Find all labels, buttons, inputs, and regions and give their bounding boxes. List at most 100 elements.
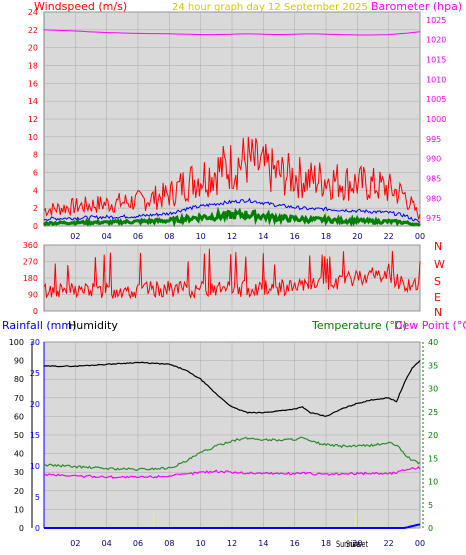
baro-tick-label: 990	[426, 155, 441, 164]
compass-w: W	[434, 258, 445, 271]
lower-x-tick-label: 10	[196, 539, 206, 548]
wind-average-line	[43, 197, 421, 223]
rain-tick-label: 30	[30, 338, 40, 347]
humidity-tick-label: 10	[14, 505, 24, 514]
humidity-title: Humidity	[68, 319, 118, 332]
humidity-tick-label: 0	[19, 524, 24, 533]
rain-tick-label: 10	[30, 462, 40, 471]
lower-x-tick-label: 20	[352, 539, 362, 548]
wind-tick-label: 6	[33, 169, 38, 178]
baro-tick-label: 995	[426, 135, 441, 144]
temperature-tick-label: 15	[428, 454, 438, 463]
baro-tick-label: 1020	[426, 36, 446, 45]
wind-x-tick-label: 10	[196, 232, 206, 241]
wind-tick-label: 22	[28, 26, 38, 35]
lower-x-tick-label: 22	[384, 539, 394, 548]
lower-x-tick-label: 02	[70, 539, 80, 548]
compass-s: S	[434, 275, 441, 288]
rain-tick-label: 0	[35, 524, 40, 533]
dewpoint-line	[43, 466, 421, 479]
wind-x-tick-label: 12	[227, 232, 237, 241]
wind-x-tick-label: 22	[384, 232, 394, 241]
sunrise-label: Sunrise	[336, 540, 360, 550]
humidity-tick-label: 40	[14, 450, 24, 459]
graph-title: 24 hour graph day 12 September 2025	[172, 2, 368, 13]
humidity-tick-label: 20	[14, 487, 24, 496]
wind-x-tick-label: 20	[352, 232, 362, 241]
wind-gust-line	[43, 136, 421, 220]
rain-tick-label: 15	[30, 431, 40, 440]
dewpoint-title: Dew Point (°C)	[394, 319, 466, 332]
lower-series	[43, 359, 421, 529]
wind-grid	[44, 11, 421, 227]
compass-n-top: N	[434, 240, 442, 253]
direction-panel: 0 90 180 270 360	[23, 241, 421, 316]
lower-x-axis: 02 04 06 08 10 12 14 16 18 20 22 00	[70, 539, 425, 548]
wind-tick-label: 14	[28, 97, 38, 106]
temperature-tick-label: 25	[428, 408, 438, 417]
lower-panel: 0 10 20 30 40 50 60 70 80 90 100 0 5 10 15 20 25 30 0 5 10…	[9, 338, 438, 548]
temperature-tick-label: 5	[428, 501, 433, 510]
wind-tick-label: 18	[28, 62, 38, 71]
humidity-tick-label: 50	[14, 431, 24, 440]
wind-title: Windspeed (m/s)	[34, 0, 127, 13]
temperature-tick-label: 20	[428, 431, 438, 440]
rain-title: Rainfall (mm)	[2, 319, 76, 332]
lower-x-tick-label: 04	[102, 539, 112, 548]
lower-x-tick-label: 00	[415, 539, 425, 548]
temperature-tick-label: 0	[428, 524, 433, 533]
rainfall-line	[44, 523, 421, 529]
wind-tick-label: 2	[33, 204, 38, 213]
direction-tick-label: 270	[23, 258, 38, 267]
temperature-tick-label: 40	[428, 338, 438, 347]
direction-y-axis: 0 90 180 270 360	[23, 241, 38, 316]
wind-tick-label: 24	[28, 8, 38, 17]
lower-x-tick-label: 06	[133, 539, 143, 548]
wind-x-tick-label: 14	[258, 232, 268, 241]
lower-x-tick-label: 08	[164, 539, 174, 548]
wind-tick-label: 16	[28, 79, 38, 88]
direction-tick-label: 180	[23, 274, 38, 283]
wind-x-tick-label: 00	[415, 232, 425, 241]
baro-tick-label: 1010	[426, 75, 446, 84]
rain-tick-label: 20	[30, 400, 40, 409]
lower-x-tick-label: 18	[321, 539, 331, 548]
wind-x-tick-label: 04	[102, 232, 112, 241]
wind-x-tick-label: 06	[133, 232, 143, 241]
rain-y-axis: 0 5 10 15 20 25 30	[30, 338, 40, 533]
rain-tick-label: 25	[30, 369, 40, 378]
wind-x-tick-label: 16	[290, 232, 300, 241]
wind-direction-line	[43, 248, 421, 300]
direction-tick-label: 90	[28, 291, 38, 300]
humidity-tick-label: 30	[14, 468, 24, 477]
baro-tick-label: 985	[426, 174, 441, 183]
baro-tick-label: 1015	[426, 56, 446, 65]
baro-tick-label: 1005	[426, 95, 446, 104]
barometer-line	[43, 29, 421, 36]
baro-tick-label: 980	[426, 194, 441, 203]
baro-tick-label: 975	[426, 214, 441, 223]
wind-tick-label: 12	[28, 115, 38, 124]
humidity-tick-label: 90	[14, 357, 24, 366]
wind-tick-label: 8	[33, 151, 38, 160]
temperature-tick-label: 10	[428, 478, 438, 487]
compass-n-bottom: N	[434, 306, 442, 319]
rain-tick-label: 5	[35, 493, 40, 502]
temperature-y-axis: 0 5 10 15 20 25 30 35 40	[428, 338, 438, 533]
direction-tick-label: 0	[33, 307, 38, 316]
wind-tick-label: 0	[33, 222, 38, 231]
direction-tick-label: 360	[23, 241, 38, 250]
direction-grid	[44, 244, 421, 312]
lower-x-tick-label: 14	[258, 539, 268, 548]
wind-series	[42, 29, 421, 228]
temperature-line	[43, 436, 421, 471]
direction-series	[43, 248, 421, 300]
humidity-line	[43, 359, 421, 417]
baro-title: Barometer (hpa)	[371, 0, 462, 13]
humidity-tick-label: 100	[9, 338, 24, 347]
wind-minimum-line	[42, 206, 421, 228]
baro-y-axis: 975 980 985 990 995 1000 1005 1010 1015 1020 1025	[426, 16, 446, 223]
